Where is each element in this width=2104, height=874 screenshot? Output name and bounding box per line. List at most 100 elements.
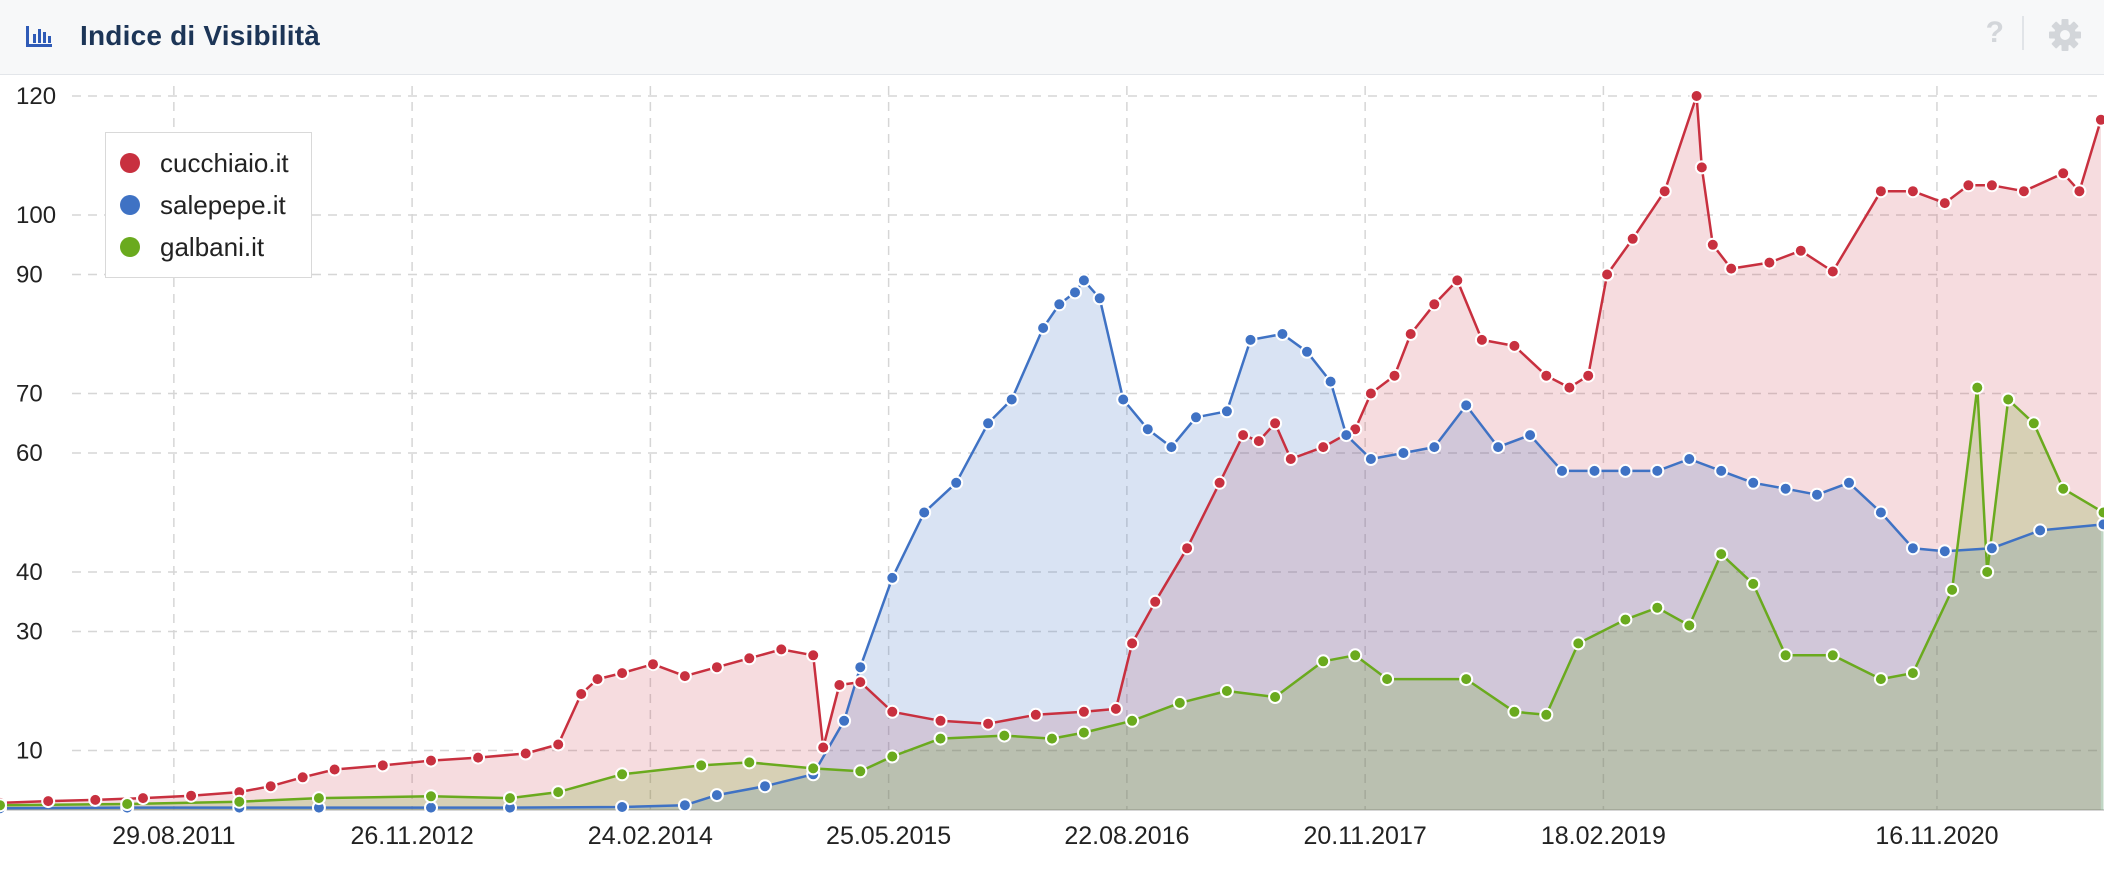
series-point-0-6 bbox=[263, 779, 278, 794]
series-point-2-9 bbox=[742, 755, 757, 770]
series-point-0-69 bbox=[2072, 184, 2087, 199]
legend-item-cucchiaio[interactable]: cucchiaio.it bbox=[120, 143, 289, 183]
x-tick-label-4: 22.08.2016 bbox=[1064, 822, 1189, 850]
series-point-0-21 bbox=[774, 642, 789, 657]
series-point-2-16 bbox=[1076, 725, 1091, 740]
series-point-2-43 bbox=[2096, 505, 2104, 520]
series-point-1-13 bbox=[885, 570, 900, 585]
series-point-2-12 bbox=[885, 749, 900, 764]
y-tick-label-7: 120 bbox=[16, 83, 56, 110]
y-tick-label-0: 10 bbox=[16, 738, 43, 765]
series-point-0-3 bbox=[136, 791, 150, 806]
x-tick-label-1: 26.11.2012 bbox=[350, 822, 473, 850]
series-point-1-16 bbox=[981, 416, 996, 431]
series-point-0-46 bbox=[1450, 273, 1465, 288]
series-point-1-8 bbox=[709, 788, 724, 803]
series-point-2-15 bbox=[1045, 731, 1059, 746]
series-point-2-36 bbox=[1905, 666, 1920, 681]
series-point-0-65 bbox=[1961, 178, 1976, 193]
series-point-0-51 bbox=[1581, 368, 1596, 383]
series-point-0-61 bbox=[1825, 264, 1840, 279]
series-point-0-27 bbox=[933, 713, 948, 728]
series-point-1-38 bbox=[1523, 428, 1538, 443]
series-point-2-42 bbox=[2056, 481, 2071, 496]
series-point-2-6 bbox=[551, 785, 566, 800]
series-point-1-18 bbox=[1036, 321, 1051, 335]
series-point-1-32 bbox=[1339, 428, 1354, 443]
series-area-1 bbox=[0, 280, 2104, 810]
series-point-0-45 bbox=[1427, 297, 1442, 312]
series-point-2-14 bbox=[997, 728, 1012, 743]
series-point-0-22 bbox=[806, 648, 821, 663]
series-point-1-46 bbox=[1778, 481, 1793, 496]
series-point-1-20 bbox=[1068, 285, 1082, 300]
series-point-1-41 bbox=[1618, 463, 1633, 478]
series-point-1-54 bbox=[2096, 517, 2104, 532]
series-point-1-39 bbox=[1555, 463, 1569, 478]
bar-chart-icon bbox=[26, 26, 52, 47]
chart-legend: cucchiaio.it salepepe.it galbani.it bbox=[105, 132, 312, 278]
widget-title: Indice di Visibilità bbox=[80, 20, 320, 51]
legend-label-galbani: galbani.it bbox=[160, 231, 265, 262]
series-point-2-2 bbox=[232, 794, 247, 809]
series-point-2-31 bbox=[1714, 547, 1729, 562]
help-icon[interactable]: ? bbox=[1985, 16, 2004, 49]
series-point-2-28 bbox=[1618, 612, 1633, 627]
series-point-0-35 bbox=[1212, 475, 1227, 490]
x-tick-label-0: 29.08.2011 bbox=[112, 822, 235, 850]
series-point-0-56 bbox=[1694, 160, 1709, 175]
legend-item-galbani[interactable]: galbani.it bbox=[120, 227, 264, 267]
x-tick-label-2: 24.02.2014 bbox=[588, 822, 713, 850]
series-point-0-52 bbox=[1600, 267, 1615, 282]
series-point-0-9 bbox=[375, 758, 390, 773]
series-point-2-41 bbox=[2026, 416, 2041, 431]
series-point-2-20 bbox=[1268, 690, 1283, 704]
series-point-1-12 bbox=[853, 660, 868, 675]
legend-item-salepepe[interactable]: salepepe.it bbox=[120, 185, 286, 225]
series-point-0-48 bbox=[1507, 338, 1522, 353]
series-point-0-63 bbox=[1905, 184, 1920, 199]
series-point-0-40 bbox=[1316, 440, 1331, 455]
series-point-2-24 bbox=[1459, 672, 1474, 687]
series-point-1-42 bbox=[1650, 463, 1665, 478]
x-tick-label-3: 25.05.2015 bbox=[826, 822, 951, 850]
series-point-1-33 bbox=[1363, 452, 1378, 466]
header-divider bbox=[2022, 16, 2024, 50]
series-point-2-39 bbox=[1980, 565, 1995, 579]
series-point-2-25 bbox=[1507, 704, 1522, 719]
series-point-1-21 bbox=[1076, 273, 1091, 288]
series-point-0-68 bbox=[2056, 166, 2071, 181]
series-point-2-33 bbox=[1778, 648, 1793, 663]
series-point-1-22 bbox=[1092, 291, 1107, 306]
series-point-1-47 bbox=[1810, 487, 1824, 502]
series-point-2-4 bbox=[424, 789, 438, 804]
series-point-2-22 bbox=[1348, 648, 1363, 663]
series-point-2-5 bbox=[503, 791, 517, 806]
series-point-0-24 bbox=[832, 678, 847, 692]
series-point-1-19 bbox=[1052, 297, 1067, 312]
series-point-0-54 bbox=[1657, 184, 1672, 199]
series-point-1-9 bbox=[758, 779, 772, 794]
series-point-0-66 bbox=[1984, 178, 1999, 193]
series-point-1-37 bbox=[1491, 440, 1506, 455]
series-point-2-7 bbox=[615, 767, 630, 782]
series-point-2-8 bbox=[694, 758, 709, 773]
series-point-1-35 bbox=[1427, 440, 1442, 455]
series-point-0-26 bbox=[885, 704, 900, 719]
y-tick-label-3: 60 bbox=[16, 440, 43, 467]
series-point-0-70 bbox=[2093, 112, 2104, 127]
series-point-0-34 bbox=[1180, 541, 1195, 556]
series-point-0-20 bbox=[742, 651, 757, 666]
series-point-1-11 bbox=[837, 713, 852, 728]
y-tick-label-5: 90 bbox=[16, 262, 43, 289]
series-point-0-67 bbox=[2016, 184, 2031, 199]
series-point-2-19 bbox=[1219, 684, 1234, 698]
series-point-0-29 bbox=[1028, 707, 1043, 722]
y-tick-label-2: 40 bbox=[16, 559, 43, 586]
gear-icon[interactable] bbox=[2048, 18, 2082, 52]
series-point-1-27 bbox=[1219, 404, 1234, 419]
series-point-0-58 bbox=[1724, 261, 1739, 276]
series-point-0-49 bbox=[1539, 368, 1554, 383]
series-point-0-53 bbox=[1625, 231, 1640, 246]
series-point-2-40 bbox=[2001, 392, 2016, 407]
